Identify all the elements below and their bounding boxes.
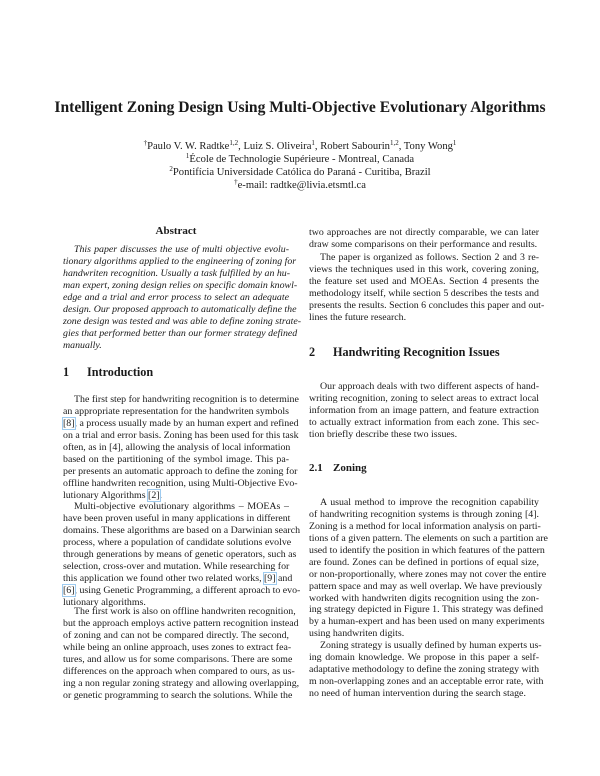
text-line: [6], using Genetic Programming, a differ…	[62, 583, 301, 597]
intro-paragraph: two approaches are not directly comparab…	[309, 227, 539, 251]
text-line: lines the future research.	[309, 311, 407, 323]
text-line: [8], a process usually made by an human …	[62, 416, 299, 430]
text-line: using handwriten digits.	[309, 628, 405, 640]
text-line: based on the partitioning of the symbol …	[63, 453, 289, 465]
text-line: m non-overlapping zones and an acceptabl…	[309, 675, 544, 687]
text-line: Zoning strategy is usually defined by hu…	[320, 640, 542, 651]
text-line: are found. Zones can be defined in porti…	[309, 556, 539, 568]
text-line: man expert, zoning design relies on spec…	[63, 279, 298, 291]
text-line: design. Our proposed approach to automat…	[63, 303, 297, 315]
intro-paragraph: The first step for handwriting recogniti…	[62, 394, 299, 502]
text-line: The first work is also on offline handwr…	[74, 606, 296, 617]
text-line: tionary algorithms applied to the engine…	[63, 255, 297, 267]
text-line: an appropriate representation for the ha…	[63, 405, 289, 417]
section-heading-handwriting-recognition-issues: 2 Handwriting Recognition Issues	[309, 345, 500, 359]
text-line: pattern space and may as well overlap. W…	[309, 580, 543, 592]
text-line: of handwriting recognition systems is th…	[309, 508, 539, 520]
text-line: edge and a trial and error process to se…	[63, 291, 289, 303]
text-line: of zoning and can not be compared direct…	[63, 629, 289, 641]
abstract-heading: Abstract	[155, 225, 197, 237]
text-line: handwriten recognition. Usually a task f…	[63, 267, 291, 279]
text-line: selection, cross-over and mutation. Whil…	[63, 560, 290, 572]
author: Tony Wong1	[403, 139, 457, 153]
author: †Paulo V. W. Radtke1,2,	[143, 139, 244, 153]
author-email: †e-mail: radtke@livia.etsmtl.ca	[234, 178, 366, 192]
text-line: the feature set used and MOEAs. Section …	[309, 275, 539, 287]
text-line: information from an image pattern, and f…	[309, 404, 539, 416]
text-line: differences on the approach when compare…	[63, 665, 295, 677]
text-line: this application we found other two rela…	[63, 571, 293, 585]
text-line: This paper discusses the use of multi ob…	[74, 244, 289, 255]
citation-link[interactable]: [2]	[147, 488, 161, 502]
text-line: worked with handwriten digits recognitio…	[309, 592, 539, 604]
text-line: offline handwriten recognition, using Mu…	[63, 477, 298, 489]
text-line: lutionary Algorithms [2].	[63, 488, 163, 502]
text-line: lutionary algorithms.	[63, 596, 146, 608]
section-heading-introduction: 1 Introduction	[63, 365, 154, 379]
text-line: manually.	[63, 339, 102, 351]
text-line: or genetic programming to search the sol…	[63, 689, 293, 701]
text-line: presents the results. Section 6 conclude…	[309, 299, 545, 311]
subsection-heading-zoning: 2.1 Zoning	[309, 462, 367, 474]
text-line: tions of a given pattern. The elements o…	[309, 532, 548, 544]
text-line: gies that performed better than our form…	[63, 327, 298, 339]
author-line: †Paulo V. W. Radtke1,2, Luiz S. Oliveira…	[0, 140, 600, 153]
text-line: methodology itself, while section 5 desc…	[309, 287, 539, 299]
text-line: or non-proportionally, where zones may n…	[309, 568, 547, 580]
text-line: but the approach employs active pattern …	[63, 617, 299, 629]
text-line: Multi-objective evolutionary algorithms …	[74, 501, 289, 512]
text-line: Zoning is a method for local information…	[309, 520, 541, 532]
text-line: views the techniques used in this work, …	[309, 263, 539, 275]
text-line: draw some comparisons on their performan…	[309, 238, 538, 250]
author: Robert Sabourin1,2,	[320, 139, 404, 153]
author: Luiz S. Oliveira1,	[243, 139, 321, 153]
text-line: A usual method to improve the recognitio…	[320, 497, 539, 508]
paper-title: Intelligent Zoning Design Using Multi-Ob…	[54, 99, 546, 116]
text-line: zone design was tested and was able to d…	[63, 315, 302, 327]
text-line: through generations by means of genetic …	[63, 548, 297, 560]
text-line: Our approach deals with two different as…	[320, 381, 539, 392]
affiliation-2: 2Pontifícia Universidade Católica do Par…	[169, 165, 431, 179]
text-line: often, as in [4], allowing the analysis …	[63, 441, 291, 453]
citation-link[interactable]: [6]	[62, 583, 76, 597]
citation-link[interactable]: [9]	[263, 571, 277, 585]
text-line: have been proven useful in many applicat…	[63, 512, 291, 524]
text-line: domains. These algorithms are based on a…	[63, 524, 301, 536]
text-line: writing recognition, zoning to select ar…	[309, 392, 539, 404]
text-line: ing domain knowledge. We propose in this…	[309, 651, 539, 663]
text-line: tion briefly describe these two issues.	[309, 428, 458, 440]
text-line: used to identify the position in which f…	[309, 544, 545, 556]
text-line: process, where a population of candidate…	[63, 536, 292, 548]
text-line: adaptative methodology to define the zon…	[309, 663, 540, 675]
abstract-body: This paper discusses the use of multi ob…	[63, 244, 302, 351]
text-line: tures, and allow us for some comparisons…	[63, 653, 293, 665]
text-line: ing strategy depicted in Figure 1. This …	[309, 604, 544, 616]
affiliation-1: 1École de Technologie Supérieure - Montr…	[185, 152, 415, 166]
text-line: on a trial and error basis. Zoning has b…	[63, 429, 299, 441]
text-line: The first step for handwriting recogniti…	[74, 394, 299, 405]
text-line: ing a non regular zoning strategy and al…	[63, 677, 300, 689]
citation-link[interactable]: [8]	[62, 416, 76, 430]
intro-paragraph: The first work is also on offline handwr…	[63, 606, 300, 702]
text-line: no need of human intervention during the…	[309, 687, 526, 699]
intro-paragraph: The paper is organized as follows. Secti…	[309, 252, 545, 324]
text-line: by a human-expert and has been used on m…	[309, 616, 545, 628]
text-line: to actually extract information from eac…	[309, 416, 539, 428]
section-paragraph: Our approach deals with two different as…	[309, 381, 539, 441]
intro-paragraph: Multi-objective evolutionary algorithms …	[62, 501, 301, 608]
text-line: The paper is organized as follows. Secti…	[320, 252, 539, 263]
section-paragraph: A usual method to improve the recognitio…	[309, 497, 548, 640]
text-line: while being an online approach, uses zon…	[63, 641, 292, 653]
section-paragraph: Zoning strategy is usually defined by hu…	[309, 640, 544, 700]
text-line: per presents an automatic approach to de…	[63, 465, 298, 477]
text-line: two approaches are not directly comparab…	[309, 227, 539, 238]
